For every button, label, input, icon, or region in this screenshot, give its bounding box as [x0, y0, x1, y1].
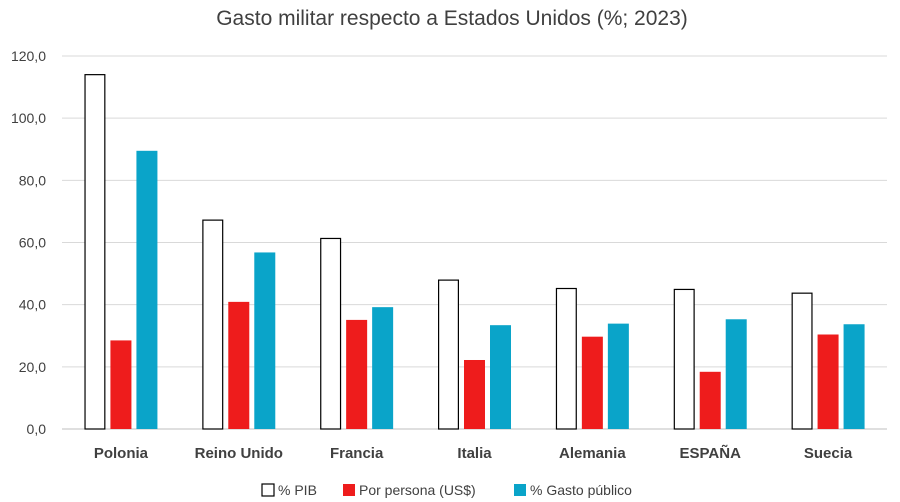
chart-title: Gasto militar respecto a Estados Unidos …	[216, 7, 688, 30]
bar-españa-series-2	[725, 319, 747, 429]
x-tick-label: Alemania	[559, 445, 626, 462]
legend-item: % Gasto público	[514, 482, 632, 498]
bar-alemania-series-1	[581, 336, 603, 429]
legend-swatch	[514, 484, 526, 496]
bar-francia-series-2	[372, 307, 394, 429]
bars	[84, 74, 865, 430]
bar-italia-series-2	[490, 325, 511, 429]
bar-españa-series-1	[699, 371, 721, 429]
bar-italia-series-1	[464, 359, 485, 429]
bar-francia-series-0	[320, 237, 342, 430]
bar-alemania-series-0	[555, 287, 577, 430]
legend-item: Por persona (US$)	[343, 482, 476, 498]
y-tick-label: 20,0	[19, 359, 46, 375]
y-tick-label: 120,0	[11, 48, 46, 64]
bar-suecia-series-1	[817, 334, 839, 429]
legend-label: % PIB	[278, 482, 317, 498]
bar-italia-series-0	[438, 279, 460, 430]
legend-label: % Gasto público	[530, 482, 632, 498]
y-tick-label: 100,0	[11, 110, 46, 126]
bar-polonia-series-0	[84, 74, 106, 430]
y-tick-label: 80,0	[19, 172, 46, 188]
x-tick-label: Polonia	[94, 445, 149, 462]
bar-suecia-series-0	[791, 292, 813, 430]
x-tick-label: Italia	[457, 445, 492, 462]
bar-reino-unido-series-1	[228, 301, 250, 429]
bar-reino-unido-series-2	[254, 252, 276, 429]
legend-swatch	[343, 484, 355, 496]
legend-label: Por persona (US$)	[359, 482, 476, 498]
y-tick-label: 60,0	[19, 235, 46, 251]
bar-suecia-series-2	[843, 324, 865, 429]
legend-item: % PIB	[261, 482, 317, 498]
x-tick-label: Suecia	[804, 445, 853, 462]
bar-francia-series-1	[346, 319, 368, 429]
y-tick-label: 0,0	[27, 421, 47, 437]
x-tick-label: Francia	[330, 445, 384, 462]
legend-swatch	[261, 483, 275, 497]
y-axis-ticks: 0,0 20,0 40,0 60,0 80,0 100,0 120,0	[11, 48, 46, 437]
x-tick-label: Reino Unido	[195, 445, 283, 462]
bar-españa-series-0	[673, 288, 695, 430]
bar-reino-unido-series-0	[202, 219, 224, 430]
x-tick-label: ESPAÑA	[680, 444, 742, 462]
bar-alemania-series-2	[607, 323, 629, 429]
bar-polonia-series-2	[136, 150, 158, 429]
legend: % PIB Por persona (US$) % Gasto público	[261, 482, 632, 498]
x-axis-ticks: Polonia Reino Unido Francia Italia Alemania E…	[94, 444, 853, 462]
y-tick-label: 40,0	[19, 297, 46, 313]
bar-polonia-series-1	[110, 340, 132, 429]
gridlines	[62, 55, 887, 430]
